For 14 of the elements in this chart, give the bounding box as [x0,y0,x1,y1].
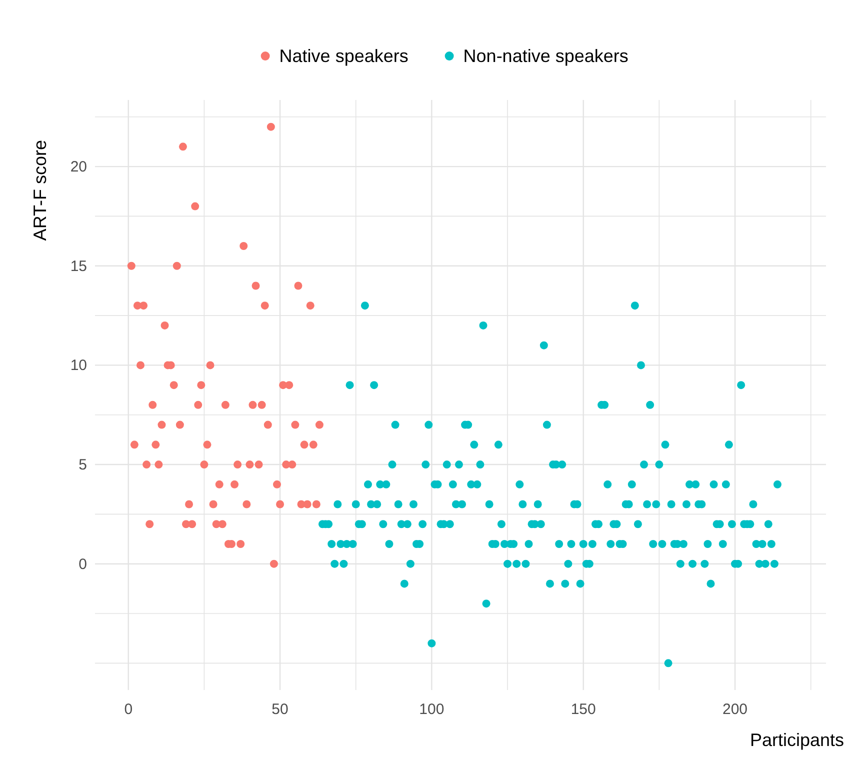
x-tick-label: 0 [124,701,133,718]
x-axis-title: Participants [750,730,844,750]
legend-label: Native speakers [279,46,408,66]
y-tick-label: 20 [70,158,87,176]
x-tick-label: 200 [722,701,748,718]
legend-label: Non-native speakers [463,46,628,66]
y-tick-label: 10 [70,357,87,374]
x-tick-label: 150 [570,701,596,718]
x-tick-label: 100 [419,701,444,718]
y-tick-label: 15 [70,258,87,275]
y-tick-label: 0 [78,556,87,573]
x-tick-label: 50 [272,701,288,718]
y-tick-label: 5 [78,456,87,474]
y-axis-title: ART-F score [30,140,50,241]
